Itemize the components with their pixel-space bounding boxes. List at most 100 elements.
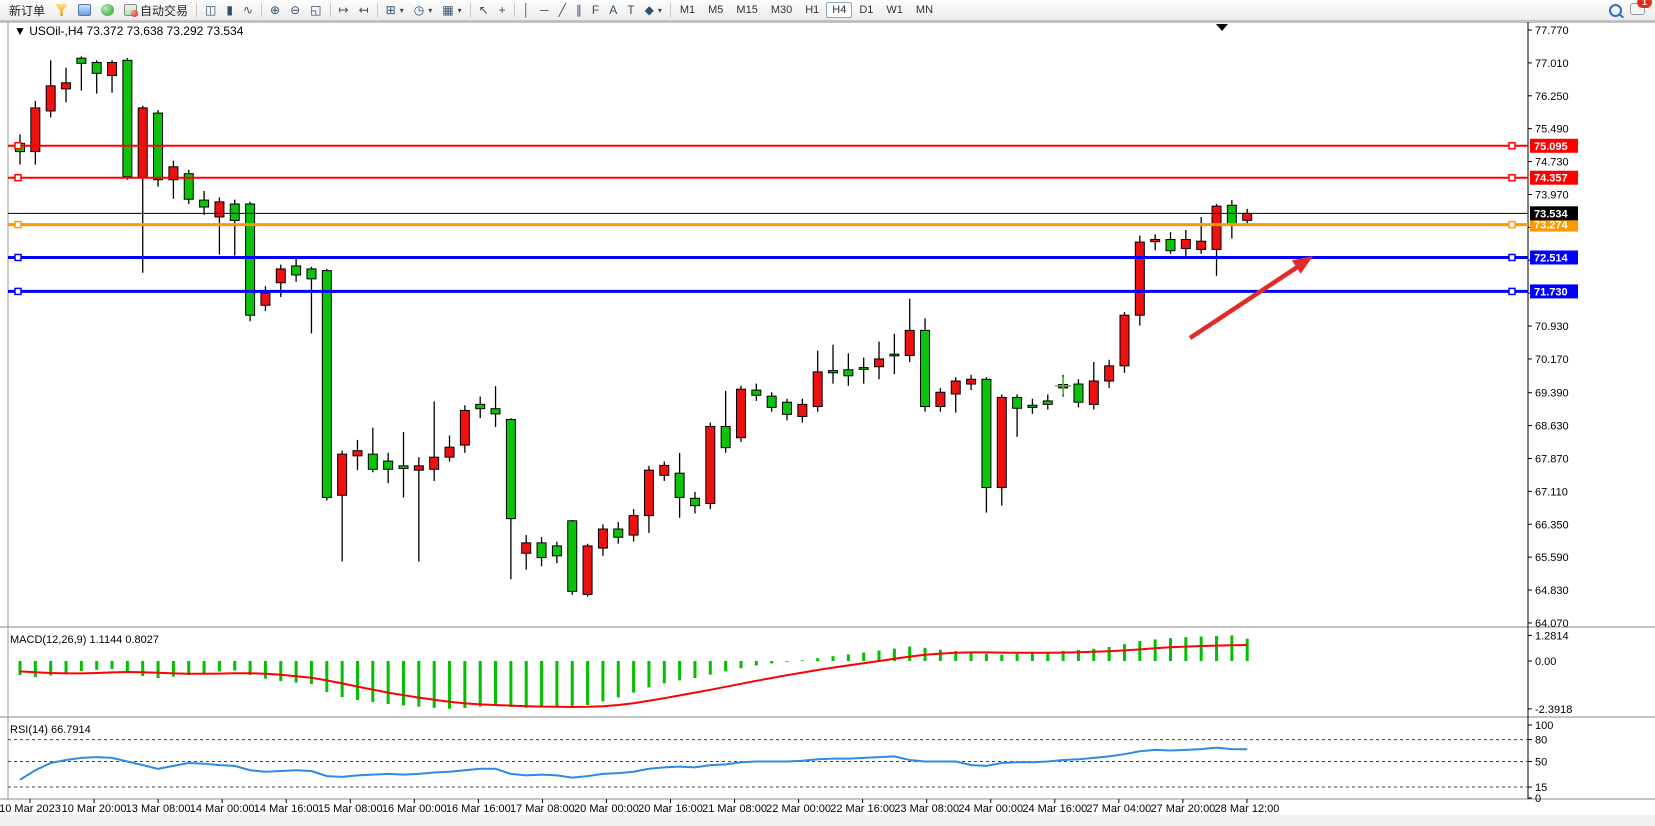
line-handle[interactable] (1508, 173, 1516, 182)
zoom-out-button[interactable]: ⊖ (285, 2, 305, 19)
time-tick-label: 27 Mar 20:00 (1150, 803, 1215, 815)
candle-body (628, 515, 639, 536)
crosshair-button[interactable]: + (494, 2, 511, 19)
candle-body (643, 469, 654, 517)
timeframe-button-m30[interactable]: M30 (770, 4, 793, 16)
time-tick-label: 17 Mar 08:00 (510, 803, 575, 815)
price-tick-label: 64.070 (1535, 618, 1569, 630)
time-tick-label: 22 Mar 16:00 (830, 803, 895, 815)
price-tick-label: 76.250 (1535, 91, 1569, 103)
channel-button[interactable]: ∥ (571, 2, 587, 19)
candle-body (76, 57, 87, 64)
candle-body (352, 450, 363, 457)
price-tick-label: 68.630 (1535, 421, 1569, 433)
indicators-button[interactable]: ⊞ ▾ (381, 2, 409, 19)
candlestick-chart-button[interactable]: ▮ (221, 2, 238, 19)
zoom-in-button[interactable]: ⊕ (265, 2, 285, 19)
channel-icon: ∥ (575, 3, 582, 17)
trend-arrow-annotation[interactable] (1188, 256, 1313, 340)
templates-button[interactable]: ▦ ▾ (437, 2, 466, 19)
vertical-line-button[interactable]: │ (518, 2, 536, 19)
rsi-line (19, 746, 1248, 781)
chart-shift-button[interactable]: ↤ (354, 2, 374, 19)
candle-body (260, 292, 271, 306)
autotrading-button[interactable]: 自动交易 (119, 2, 193, 19)
tile-windows-icon: ◱ (310, 3, 322, 17)
horizontal-line-button[interactable]: ─ (535, 2, 554, 19)
candle-body (413, 465, 424, 471)
toolbar-separator (513, 3, 515, 17)
candle-body (1211, 205, 1222, 250)
candle-body (812, 371, 823, 408)
notifications-button[interactable]: 1 (1630, 0, 1652, 18)
bar-chart-button[interactable]: ◫ (200, 2, 221, 19)
price-tick-label: 65.590 (1535, 552, 1569, 564)
price-tick-label: 74.730 (1535, 157, 1569, 169)
line-handle[interactable] (1508, 220, 1516, 229)
candle-body (689, 497, 700, 507)
candle-body (582, 545, 593, 595)
signals-button[interactable] (96, 2, 119, 19)
arrow-shaft (1188, 260, 1307, 340)
line-handle[interactable] (1508, 287, 1516, 296)
time-tick-label: 24 Mar 16:00 (1022, 803, 1087, 815)
chart-shift-marker[interactable] (1216, 24, 1228, 31)
text-button[interactable]: A (604, 2, 622, 19)
line-handle[interactable] (1508, 142, 1516, 150)
timeframe-button-w1[interactable]: W1 (886, 4, 903, 16)
periodicity-button[interactable]: ◷ ▾ (409, 2, 438, 19)
line-chart-button[interactable]: ∿ (238, 2, 258, 19)
candle-body (444, 446, 455, 458)
favorites-button[interactable] (50, 2, 73, 19)
timeframe-button-mn[interactable]: MN (915, 4, 934, 16)
plus-marker-annotation[interactable] (1055, 376, 1072, 395)
price-tick-label: 70.930 (1535, 321, 1569, 333)
new-order-label: 新订单 (9, 3, 46, 18)
line-handle[interactable] (14, 253, 22, 262)
timeframe-button-m5[interactable]: M5 (708, 4, 724, 16)
chevron-down-icon: ▾ (657, 5, 662, 15)
arrows-button[interactable]: ◆ ▾ (640, 2, 667, 19)
line-handle[interactable] (14, 220, 22, 229)
price-tick-label: 67.870 (1535, 453, 1569, 465)
cursor-button[interactable]: ↖ (474, 2, 494, 19)
candle-body (904, 329, 915, 356)
terminal-icon (78, 4, 92, 16)
price-tick-label: 66.350 (1535, 519, 1569, 531)
terminal-button[interactable] (73, 2, 96, 19)
rsi-axis-label: 50 (1535, 757, 1547, 769)
line-handle[interactable] (14, 142, 22, 150)
timeframe-button-m15[interactable]: M15 (736, 4, 758, 16)
toolbar-separator (469, 3, 471, 17)
time-axis: 10 Mar 2023 10 Mar 20:00 13 Mar 08:00 14 Ma… (0, 799, 1279, 815)
candle-body (383, 460, 394, 470)
timeframe-button-m1[interactable]: M1 (679, 4, 696, 16)
timeframe-button-d1[interactable]: D1 (859, 4, 874, 16)
timeframe-button-h1[interactable]: H1 (805, 4, 820, 16)
candle-body (321, 270, 332, 498)
auto-scroll-icon: ↦ (338, 3, 349, 17)
candle-body (398, 465, 409, 469)
candle-body (505, 419, 516, 520)
fibonacci-button[interactable]: F (587, 2, 604, 19)
line-handle[interactable] (1508, 253, 1516, 262)
line-handle[interactable] (14, 287, 22, 296)
auto-scroll-button[interactable]: ↦ (334, 2, 354, 19)
tile-windows-button[interactable]: ◱ (305, 2, 326, 19)
new-order-button[interactable]: 新订单 (4, 2, 50, 19)
trendline-button[interactable]: ╱ (554, 2, 571, 19)
timeframe-button-h4[interactable]: H4 (826, 2, 853, 18)
notification-badge: 1 (1637, 0, 1652, 8)
rsi-axis-label: 100 (1535, 720, 1553, 732)
templates-icon: ▦ (442, 3, 454, 17)
candle-body (337, 453, 348, 496)
line-handle[interactable] (14, 173, 22, 182)
price-badge-label: 72.514 (1534, 252, 1569, 264)
bar-chart-icon: ◫ (205, 3, 217, 17)
price-badge (1530, 170, 1578, 185)
line-chart-icon: ∿ (242, 3, 254, 17)
candle-body (889, 353, 900, 357)
search-icon[interactable] (1609, 3, 1622, 17)
text-label-button[interactable]: T (622, 2, 639, 19)
